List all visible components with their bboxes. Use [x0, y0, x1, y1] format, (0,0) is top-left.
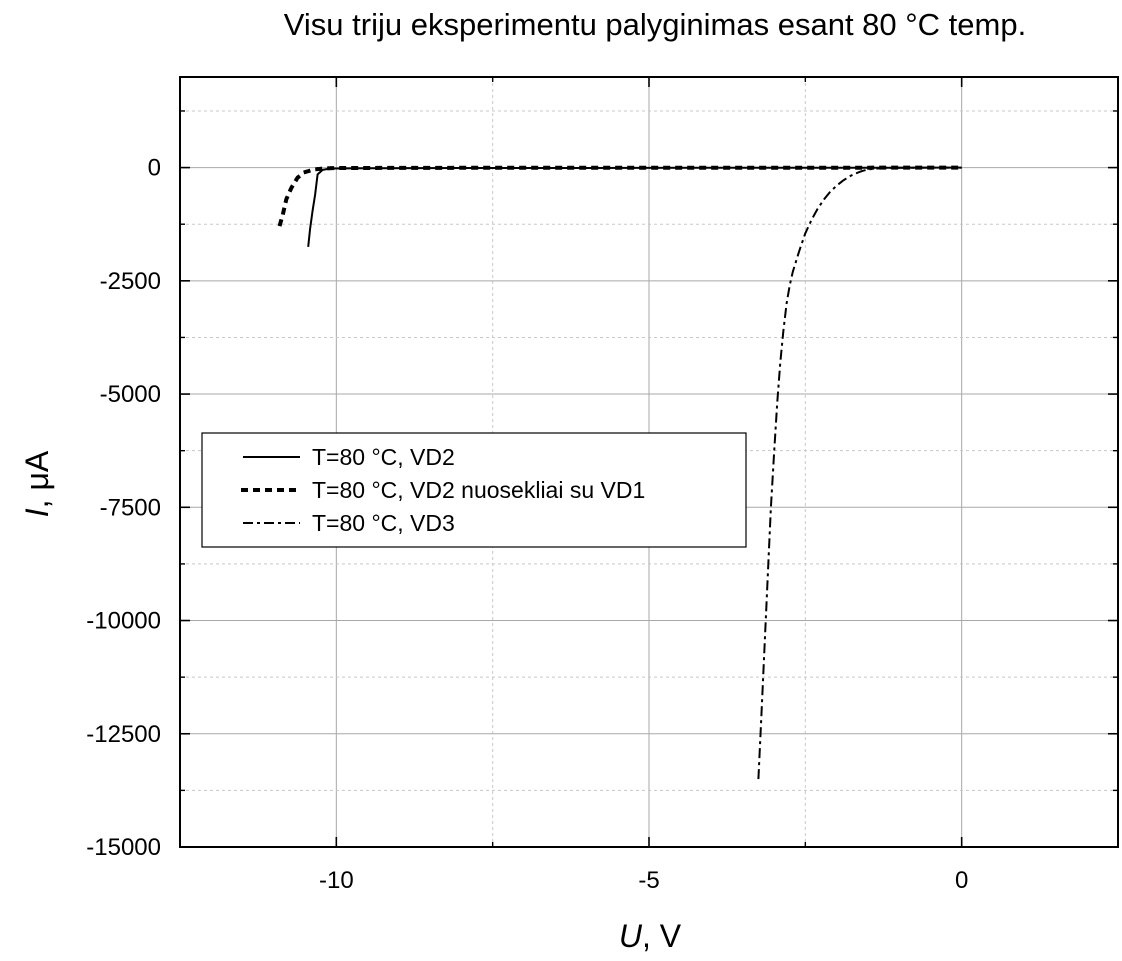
y-tick-label: -2500 — [100, 268, 161, 295]
plot-frame — [179, 76, 1119, 848]
x-axis-label: U, V — [619, 918, 682, 954]
legend-label-3: T=80 °C, VD3 — [312, 510, 455, 536]
series-line-1 — [307, 166, 962, 248]
y-tick-label: 0 — [148, 155, 161, 182]
x-axis-symbol: U — [619, 918, 643, 954]
chart-title: Visu triju eksperimentu palyginimas esan… — [284, 7, 1026, 42]
x-tick-label: 0 — [955, 867, 968, 894]
legend-label-1: T=80 °C, VD2 — [312, 444, 455, 470]
legend-label-2: T=80 °C, VD2 nuosekliai su VD1 — [312, 477, 645, 503]
legend: T=80 °C, VD2 T=80 °C, VD2 nuosekliai su V… — [201, 432, 747, 548]
x-tick-label: -5 — [638, 867, 659, 894]
tick-labels: -10 -5 0 0 -2500 -5000 -7500 -10000 -12500 -15000 — [86, 155, 968, 894]
y-tick-label: -12500 — [86, 721, 161, 748]
y-tick-label: -10000 — [86, 608, 161, 635]
x-axis-unit: , V — [642, 918, 682, 954]
y-axis-symbol: I — [19, 508, 55, 517]
y-axis-label: I, μA — [19, 450, 55, 517]
y-tick-label: -15000 — [86, 834, 161, 861]
x-tick-label: -10 — [319, 867, 354, 894]
y-axis-unit: , μA — [19, 450, 55, 508]
series-line-3 — [757, 166, 962, 780]
y-tick-label: -5000 — [100, 381, 161, 408]
y-tick-label: -7500 — [100, 494, 161, 521]
series-lines — [277, 165, 964, 780]
series-line-2 — [277, 165, 964, 227]
